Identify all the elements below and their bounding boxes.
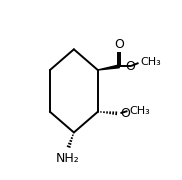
Text: CH₃: CH₃ <box>130 105 151 116</box>
Text: O: O <box>125 60 135 73</box>
Text: CH₃: CH₃ <box>140 57 161 67</box>
Polygon shape <box>98 65 119 70</box>
Text: O: O <box>114 38 124 51</box>
Text: NH₂: NH₂ <box>56 152 80 165</box>
Text: O: O <box>120 107 130 120</box>
